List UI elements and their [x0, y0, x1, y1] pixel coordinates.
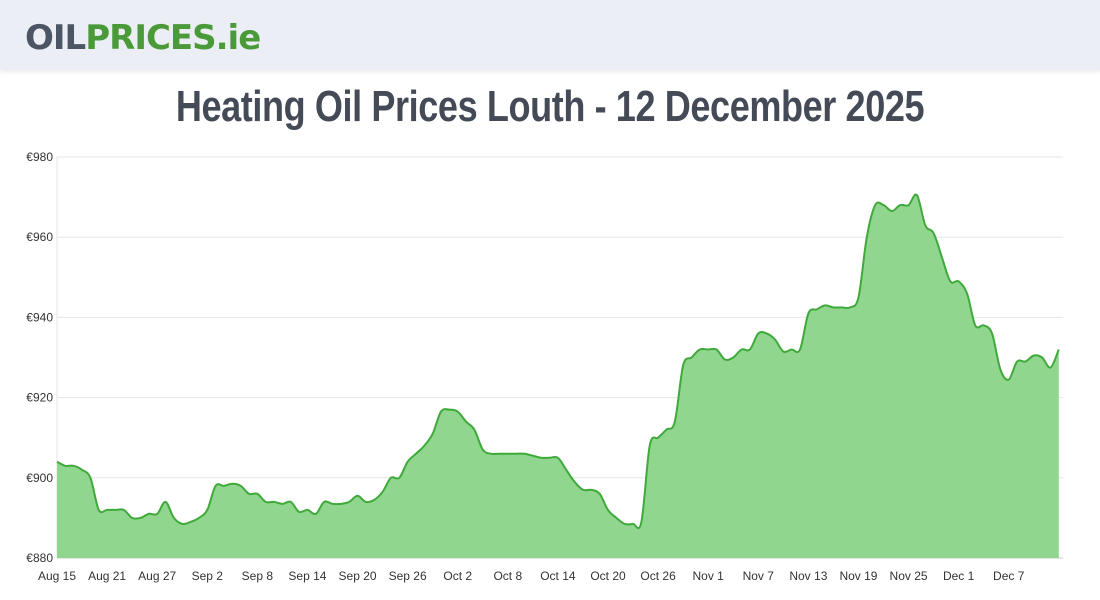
page-title: Heating Oil Prices Louth - 12 December 2…: [175, 82, 925, 131]
x-tick-label: Nov 7: [743, 569, 775, 583]
price-line: [56, 193, 1060, 530]
x-tick-label: Oct 20: [590, 569, 626, 583]
x-tick-label: Oct 14: [540, 569, 576, 583]
x-tick-label: Sep 26: [389, 569, 427, 583]
x-tick-label: Nov 25: [890, 569, 928, 583]
site-header: OILPRICES.ie: [0, 0, 1100, 70]
x-tick-label: Sep 2: [192, 569, 224, 583]
price-area-fill: [57, 194, 1059, 558]
y-tick-label: €940: [26, 310, 53, 324]
y-tick-label: €900: [26, 471, 53, 485]
x-tick-label: Aug 15: [38, 569, 76, 583]
x-tick-label: Dec 1: [943, 569, 975, 583]
logo-text-prices: PRICES.ie: [85, 18, 261, 58]
x-tick-label: Oct 8: [493, 569, 522, 583]
site-logo[interactable]: OILPRICES.ie: [25, 14, 261, 62]
x-tick-label: Sep 14: [288, 569, 326, 583]
x-tick-label: Aug 21: [88, 569, 126, 583]
logo-text-oil: OIL: [25, 18, 86, 58]
x-tick-label: Oct 26: [640, 569, 676, 583]
x-tick-label: Aug 27: [138, 569, 176, 583]
y-tick-label: €980: [26, 150, 53, 164]
x-tick-label: Dec 7: [993, 569, 1025, 583]
y-tick-label: €960: [26, 230, 53, 244]
x-tick-label: Sep 8: [242, 569, 274, 583]
x-axis-ticks: Aug 15 Aug 21 Aug 27 Sep 2 Sep 8 Sep 14 Sep 20…: [38, 569, 1025, 583]
x-tick-label: Nov 13: [789, 569, 827, 583]
x-tick-label: Sep 20: [339, 569, 377, 583]
y-axis-ticks: €880 €900 €920 €940 €960 €980: [26, 150, 53, 565]
x-tick-label: Nov 1: [693, 569, 725, 583]
x-tick-label: Oct 2: [443, 569, 472, 583]
y-tick-label: €880: [26, 551, 53, 565]
y-tick-label: €920: [26, 391, 53, 405]
x-tick-label: Nov 19: [839, 569, 877, 583]
